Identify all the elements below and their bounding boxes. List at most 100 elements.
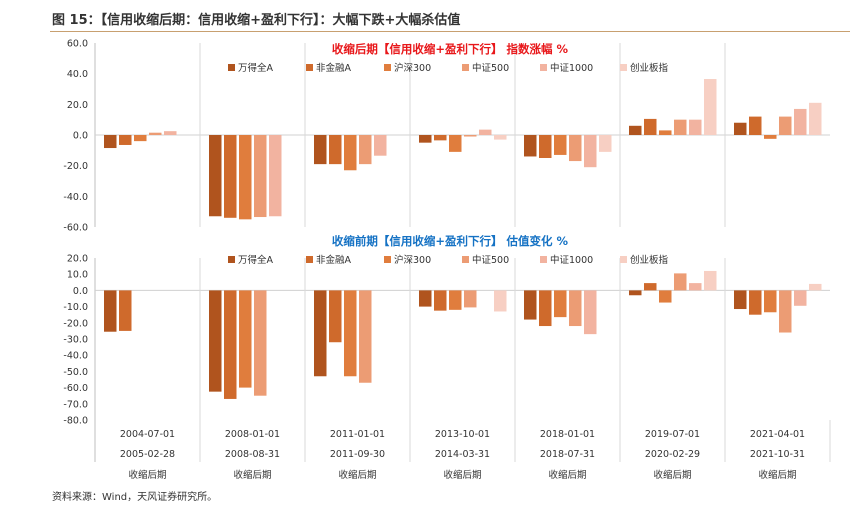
panel1-title: 收缩后期【信用收缩+盈利下行】 指数涨幅 % xyxy=(332,42,569,56)
panel1-bar xyxy=(449,135,462,152)
panel2-bar xyxy=(809,283,822,291)
panel2-y-tick-label: -60.0 xyxy=(63,383,88,394)
panel2-legend-swatch xyxy=(228,256,235,263)
panel2-legend-swatch xyxy=(306,256,313,263)
period-end-label: 2011-09-30 xyxy=(330,449,385,460)
panel2-bar xyxy=(689,283,702,291)
panel2-title: 收缩前期【信用收缩+盈利下行】 估值变化 % xyxy=(332,234,569,248)
panel2-y-tick-label: -40.0 xyxy=(63,351,88,362)
panel1-bar xyxy=(224,135,237,218)
panel2-y-tick-label: -80.0 xyxy=(63,416,88,427)
panel1-bar xyxy=(644,118,657,135)
panel2-bar xyxy=(119,290,132,331)
panel2-legend-label: 万得全A xyxy=(238,254,274,266)
panel1-y-tick-label: 60.0 xyxy=(67,39,88,50)
period-start-label: 2008-01-01 xyxy=(225,429,280,440)
panel2-bar xyxy=(794,290,807,306)
period-phase-label: 收缩后期 xyxy=(758,469,796,481)
panel1-bar xyxy=(329,135,342,165)
title-rule xyxy=(50,31,850,32)
panel1-bar xyxy=(209,135,222,217)
panel1-bar xyxy=(269,135,282,217)
panel1-bar xyxy=(494,135,507,140)
panel1-bar xyxy=(254,135,267,218)
panel1-bar xyxy=(134,135,147,142)
period-end-label: 2014-03-31 xyxy=(435,449,490,460)
panel1-bar xyxy=(314,135,327,165)
panel1-bar xyxy=(479,129,492,135)
panel1-legend-label: 中证1000 xyxy=(550,62,593,74)
panel1-legend-swatch xyxy=(620,64,627,71)
panel2-bar xyxy=(629,290,642,296)
panel1-bar xyxy=(434,135,447,141)
panel2-legend-swatch xyxy=(384,256,391,263)
period-phase-label: 收缩后期 xyxy=(548,469,586,481)
panel2-legend-label: 中证1000 xyxy=(550,254,593,266)
panel1-bar xyxy=(599,135,612,152)
panel2-bar xyxy=(779,290,792,333)
panel1-bar xyxy=(239,135,252,220)
panel2-y-tick-label: -20.0 xyxy=(63,318,88,329)
panel2-y-tick-label: 10.0 xyxy=(67,270,88,281)
panel2-bar xyxy=(104,290,117,332)
figure-title: 图 15：【信用收缩后期：信用收缩+盈利下行】：大幅下跌+大幅杀估值 xyxy=(52,13,461,28)
panel1-bar xyxy=(569,135,582,162)
period-start-label: 2004-07-01 xyxy=(120,429,175,440)
panel2-bar xyxy=(254,290,267,396)
source-note: 资料来源：Wind，天风证券研究所。 xyxy=(52,492,218,503)
panel2-bar xyxy=(659,290,672,303)
period-end-label: 2021-10-31 xyxy=(750,449,805,460)
panel1-y-tick-label: 40.0 xyxy=(67,69,88,80)
panel1-y-tick-label: -60.0 xyxy=(63,223,88,234)
panel1-y-tick-label: 20.0 xyxy=(67,100,88,111)
panel2-bar xyxy=(644,283,657,291)
panel1-bar xyxy=(344,135,357,171)
panel1-legend-swatch xyxy=(462,64,469,71)
panel1-bar xyxy=(119,135,132,145)
panel1-legend-swatch xyxy=(540,64,547,71)
panel2-bar xyxy=(584,290,597,335)
panel1-legend-label: 沪深300 xyxy=(394,62,431,74)
panel1-bar xyxy=(104,135,117,149)
panel1-bar xyxy=(539,135,552,158)
panel2-y-tick-label: 0.0 xyxy=(73,286,88,297)
panel2-legend-label: 创业板指 xyxy=(630,254,669,266)
panel2-bar xyxy=(359,290,372,383)
panel2-legend-label: 沪深300 xyxy=(394,254,431,266)
period-end-label: 2008-08-31 xyxy=(225,449,280,460)
panel2-legend-label: 非金融A xyxy=(316,254,352,266)
panel1-bar xyxy=(374,135,387,156)
panel2-bar xyxy=(524,290,537,320)
panel1-legend-swatch xyxy=(384,64,391,71)
panel1-bar xyxy=(689,119,702,135)
panel2-y-tick-label: -50.0 xyxy=(63,367,88,378)
panel2-bar xyxy=(539,290,552,327)
panel1-bar xyxy=(674,119,687,135)
period-phase-label: 收缩后期 xyxy=(233,469,271,481)
panel1-bar xyxy=(764,135,777,139)
panel1-y-tick-label: -40.0 xyxy=(63,192,88,203)
panel2-bar xyxy=(419,290,432,307)
panel2-y-tick-label: -70.0 xyxy=(63,399,88,410)
panel1-bar xyxy=(419,135,432,143)
panel2-bar xyxy=(674,273,687,291)
period-start-label: 2019-07-01 xyxy=(645,429,700,440)
panel2-bar xyxy=(344,290,357,377)
period-end-label: 2018-07-31 xyxy=(540,449,595,460)
panel2-y-tick-label: -10.0 xyxy=(63,302,88,313)
panel1-y-tick-label: 0.0 xyxy=(73,131,88,142)
panel1-bar xyxy=(629,125,642,135)
period-start-label: 2018-01-01 xyxy=(540,429,595,440)
panel1-bar xyxy=(584,135,597,168)
panel1-bar xyxy=(554,135,567,155)
panel2-bar xyxy=(449,290,462,310)
panel1-legend-label: 中证500 xyxy=(472,62,509,74)
panel2-bar xyxy=(314,290,327,377)
panel1-legend-label: 非金融A xyxy=(316,62,352,74)
period-phase-label: 收缩后期 xyxy=(653,469,691,481)
panel2-bar xyxy=(329,290,342,343)
period-phase-label: 收缩后期 xyxy=(128,469,166,481)
period-phase-label: 收缩后期 xyxy=(443,469,481,481)
panel2-legend-swatch xyxy=(462,256,469,263)
